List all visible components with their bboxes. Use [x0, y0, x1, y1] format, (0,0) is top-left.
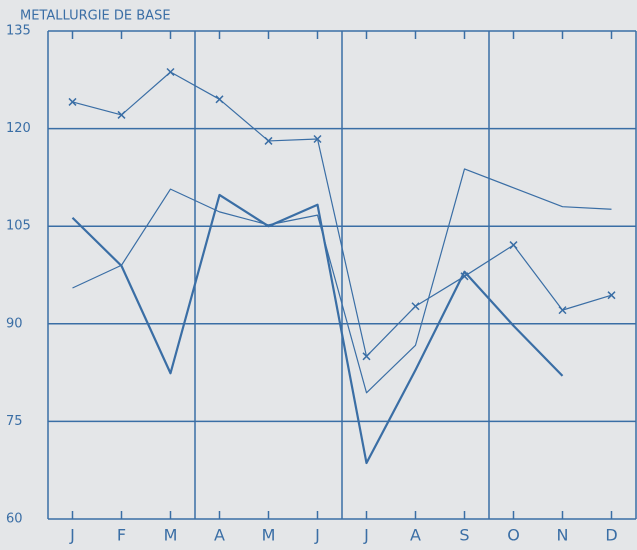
y-tick-label: 60: [6, 512, 23, 527]
point-marker: [607, 291, 616, 300]
x-tick-label: J: [363, 526, 369, 545]
x-tick-label: D: [605, 526, 617, 545]
point-marker: [215, 95, 224, 104]
series-line: [72, 168, 612, 394]
point-marker: [411, 302, 420, 311]
point-marker: [558, 306, 567, 315]
y-tick-label: 105: [6, 219, 31, 234]
point-marker: [166, 67, 175, 77]
x-tick-label: O: [507, 526, 520, 545]
x-tick-label: A: [214, 526, 225, 545]
point-marker: [117, 110, 126, 119]
x-tick-label: S: [459, 526, 469, 545]
point-marker: [509, 241, 518, 250]
point-marker: [264, 136, 273, 145]
x-tick-label: J: [314, 526, 320, 545]
point-marker: [313, 134, 322, 144]
chart-title: METALLURGIE DE BASE: [20, 9, 171, 24]
point-marker: [362, 352, 371, 361]
x-tick-label: F: [117, 526, 126, 545]
x-tick-label: J: [69, 526, 75, 545]
x-tick-label: A: [410, 526, 421, 545]
x-tick-label: M: [262, 526, 276, 545]
series-line: [72, 71, 612, 357]
x-tick-label: M: [164, 526, 178, 545]
series-line: [71, 193, 564, 465]
point-marker: [68, 97, 77, 106]
y-tick-label: 120: [6, 121, 31, 136]
y-tick-label: 90: [6, 316, 23, 331]
x-tick-label: N: [557, 526, 569, 545]
y-tick-label: 75: [6, 414, 23, 429]
y-tick-label: 135: [6, 24, 31, 39]
